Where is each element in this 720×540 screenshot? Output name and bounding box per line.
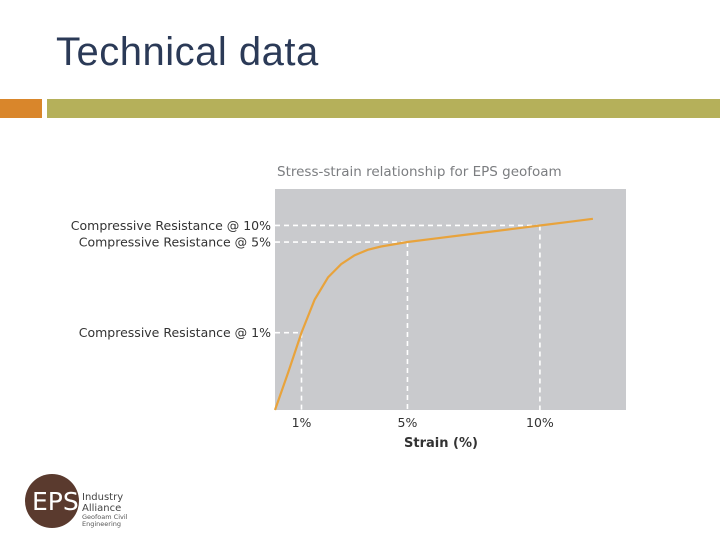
annotation-label-0: Compressive Resistance @ 10% [71,218,271,233]
logo-line-3: Geofoam Civil [82,513,128,521]
logo-mark: EPS [32,487,79,516]
title-rule [47,99,720,118]
logo-line-1: Industry [82,492,123,503]
logo-line-2: Alliance [82,503,121,514]
x-tick-label-2: 10% [526,415,554,430]
eps-industry-alliance-logo: EPS Industry Alliance Geofoam Civil Engi… [25,474,128,528]
title-rule-accent [0,99,42,118]
x-axis-label: Strain (%) [404,436,478,451]
logo-circle [25,474,79,528]
annotation-label-2: Compressive Resistance @ 1% [79,325,271,340]
logo-line-4: Engineering [82,520,121,528]
slide-title: Technical data [56,30,319,74]
x-tick-label-1: 5% [398,415,418,430]
series-line [273,217,594,411]
annotation-label-1: Compressive Resistance @ 5% [79,235,271,250]
x-tick-label-0: 1% [292,415,312,430]
chart-title: Stress-strain relationship for EPS geofo… [277,164,562,180]
